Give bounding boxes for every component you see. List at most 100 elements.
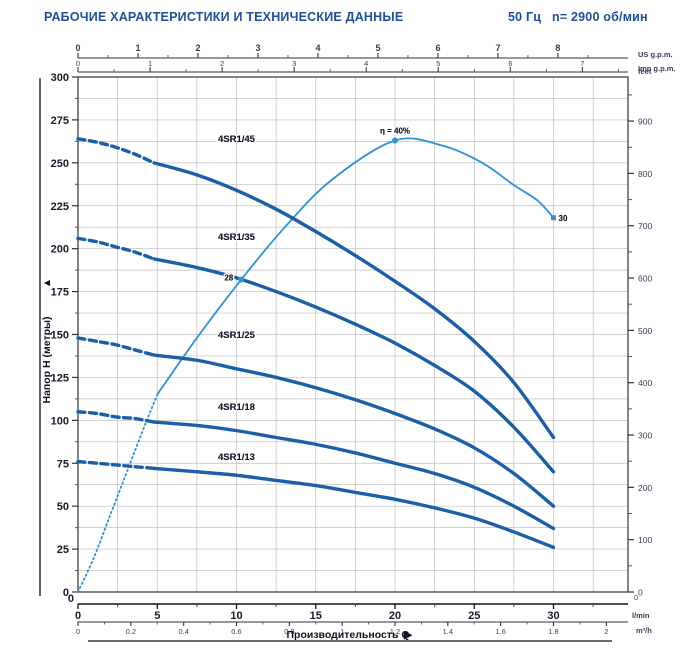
right-tick-label: 200 — [638, 483, 652, 493]
y-tick-label: 225 — [51, 201, 69, 213]
bottom-m3h-tick-label: 0.8 — [284, 627, 294, 636]
right-tick-label: 900 — [638, 117, 652, 127]
right-tick-label: 700 — [638, 221, 652, 231]
top-imp-tick-label: 7 — [580, 59, 584, 68]
top-imp-tick-label: 3 — [292, 59, 296, 68]
head-curve-dashed-4SR1-13 — [76, 459, 156, 471]
bottom-m3h-tick-label: 2 — [604, 627, 608, 636]
efficiency-30-label-halo: 30 — [559, 214, 568, 223]
efficiency-marker-28 — [238, 276, 245, 283]
top-us-tick-label: 3 — [255, 43, 260, 53]
curve-label-halo: 4SR1/13 — [218, 452, 255, 463]
x-axis-title: Производительность Q — [286, 629, 409, 641]
curve-label-4SR1-25: 4SR1/25 — [218, 330, 256, 341]
top-us-tick-label: 6 — [435, 43, 440, 53]
right-tick-label: 400 — [638, 378, 652, 388]
bottom-lmin-tick-label: 20 — [389, 610, 401, 622]
frequency-label: 50 Гц — [508, 10, 542, 24]
bottom-lmin-tick-label: 15 — [310, 610, 322, 622]
y-tick-label: 50 — [57, 501, 69, 513]
bottom-lmin-unit: l/min — [632, 611, 650, 620]
y-tick-label: 150 — [51, 330, 69, 342]
top-imp-tick-label: 5 — [436, 59, 440, 68]
bottom-lmin-tick-label: 5 — [154, 610, 160, 622]
y-tick-label: 200 — [51, 244, 69, 256]
curve-label-halo: 4SR1/18 — [218, 402, 255, 413]
y-tick-label: 125 — [51, 372, 69, 384]
head-curve-4SR1-18 — [152, 420, 556, 531]
top-us-tick-label: 2 — [195, 43, 200, 53]
speed-label: n= 2900 об/мин — [552, 10, 648, 24]
head-curve-4SR1-25 — [152, 353, 556, 508]
top-imp-unit: Imp g.p.m. — [638, 64, 676, 73]
top-us-tick-label: 8 — [555, 43, 560, 53]
y-tick-label: 175 — [51, 287, 69, 299]
curve-label-halo: 4SR1/45 — [218, 134, 256, 145]
bottom-lmin-tick-label: 0 — [75, 610, 81, 622]
y-axis-title: Напор H (метры) — [41, 317, 53, 404]
bottom-m3h-tick-label: 1.2 — [390, 627, 400, 636]
bottom-m3h-tick-label: 0.6 — [231, 627, 241, 636]
top-imp-tick-label: 1 — [148, 59, 152, 68]
efficiency-marker-30 — [551, 215, 556, 221]
origin-zero-left: 0 — [68, 593, 74, 605]
top-us-tick-label: 0 — [75, 43, 80, 53]
head-curve-dashed-4SR1-25 — [76, 336, 156, 357]
efficiency-peak-label-halo: η = 40% — [380, 127, 410, 136]
y-tick-label: 300 — [51, 72, 69, 84]
right-tick-label: 600 — [638, 274, 652, 284]
curve-label-4SR1-45: 4SR1/45 — [218, 134, 256, 145]
bottom-m3h-tick-label: 1.4 — [443, 627, 453, 636]
head-curve-4SR1-35 — [152, 257, 556, 474]
efficiency-curve-dotted — [77, 393, 159, 593]
efficiency-28-label: 28 — [224, 274, 233, 283]
page-title: РАБОЧИЕ ХАРАКТЕРИСТИКИ И ТЕХНИЧЕСКИЕ ДАН… — [44, 10, 404, 24]
right-tick-label: 500 — [638, 326, 652, 336]
efficiency-peak-label: η = 40% — [380, 127, 410, 136]
y-tick-label: 100 — [51, 415, 69, 427]
bottom-m3h-tick-label: 1.6 — [495, 627, 505, 636]
curve-label-4SR1-35: 4SR1/35 — [218, 232, 256, 243]
head-curve-4SR1-13 — [152, 466, 556, 550]
efficiency-28-label-halo: 28 — [224, 274, 233, 283]
right-tick-label: 0 — [638, 588, 643, 598]
bottom-m3h-unit: m³/h — [636, 626, 652, 635]
top-us-tick-label: 7 — [495, 43, 500, 53]
top-us-tick-label: 4 — [315, 43, 320, 53]
right-tick-label: 800 — [638, 169, 652, 179]
efficiency-30-label: 30 — [559, 214, 568, 223]
top-imp-tick-label: 6 — [508, 59, 512, 68]
right-tick-label: 300 — [638, 431, 652, 441]
bottom-m3h-tick-label: 1.8 — [548, 627, 558, 636]
top-us-tick-label: 5 — [375, 43, 380, 53]
efficiency-curve — [156, 137, 555, 396]
bottom-lmin-tick-label: 10 — [230, 610, 242, 622]
curve-label-4SR1-18: 4SR1/18 — [218, 402, 255, 413]
y-tick-label: 75 — [57, 458, 69, 470]
head-curve-dashed-4SR1-45 — [76, 137, 156, 165]
top-imp-tick-label: 2 — [220, 59, 224, 68]
top-imp-tick-label: 0 — [76, 59, 80, 68]
bottom-m3h-tick-label: 0.2 — [126, 627, 136, 636]
head-curve-4SR1-45 — [152, 161, 556, 440]
curve-label-halo: 4SR1/35 — [218, 232, 256, 243]
curve-label-halo: 4SR1/25 — [218, 330, 256, 341]
bottom-m3h-tick-label: 0.4 — [178, 627, 188, 636]
bottom-m3h-tick-label: 0 — [76, 627, 80, 636]
curve-label-4SR1-13: 4SR1/13 — [218, 452, 255, 463]
top-us-unit: US g.p.m. — [638, 50, 673, 59]
bottom-lmin-tick-label: 25 — [468, 610, 480, 622]
head-curve-dashed-4SR1-18 — [76, 410, 156, 424]
top-us-tick-label: 1 — [135, 43, 140, 53]
y-tick-label: 250 — [51, 158, 69, 170]
right-tick-label: 100 — [638, 535, 652, 545]
y-tick-label: 25 — [57, 544, 69, 556]
efficiency-peak-marker — [392, 137, 398, 144]
bottom-m3h-tick-label: 1 — [340, 627, 344, 636]
x-axis-arrow-icon: ▶ — [403, 629, 413, 641]
y-tick-label: 0 — [63, 587, 69, 599]
y-axis-arrow-icon: ▲ — [41, 278, 53, 288]
origin-zero-right: 0 — [634, 593, 638, 602]
right-axis-unit: feet — [638, 67, 652, 76]
